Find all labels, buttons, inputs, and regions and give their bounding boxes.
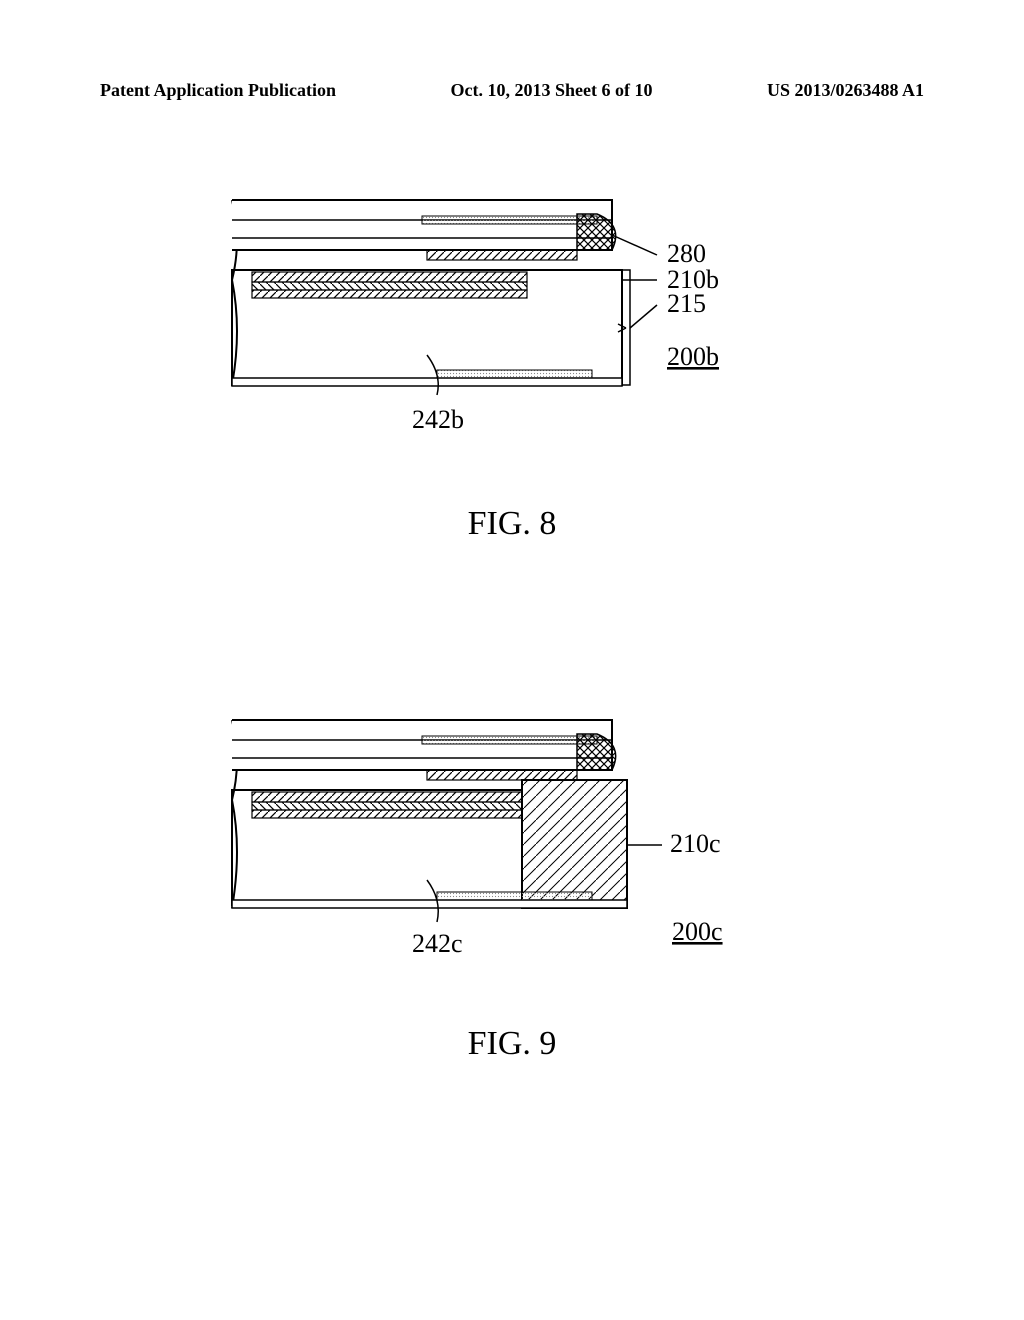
figure-9-caption: FIG. 9 [212, 1025, 812, 1063]
figure-ref-200c: 200c [672, 917, 723, 946]
callout-280: 280 [667, 239, 706, 268]
internal-label-242c: 242c [412, 929, 463, 958]
callout-215: 215 [667, 289, 706, 318]
header-patent-number: US 2013/0263488 A1 [767, 80, 924, 101]
figure-8-diagram: 280 210b 215 242b 200b [212, 180, 812, 480]
figure-8-container: 280 210b 215 242b 200b FIG. 8 [212, 180, 812, 543]
internal-label-242b: 242b [412, 405, 464, 434]
figure-9-diagram: 210c 242c 200c [212, 700, 812, 1000]
figure-9-container: 210c 242c 200c FIG. 9 [212, 700, 812, 1063]
callout-210c: 210c [670, 829, 721, 858]
figure-8-caption: FIG. 8 [212, 505, 812, 543]
figure-ref-200b: 200b [667, 342, 719, 371]
header-date-sheet: Oct. 10, 2013 Sheet 6 of 10 [451, 80, 653, 101]
header-publication: Patent Application Publication [100, 80, 336, 101]
